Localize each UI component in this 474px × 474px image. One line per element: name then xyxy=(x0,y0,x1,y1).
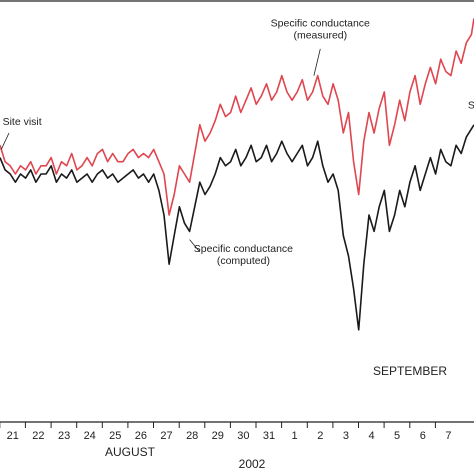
series-layer xyxy=(0,18,474,331)
annotation-text: Specific conductance xyxy=(271,17,370,29)
x-group-label-august: AUGUST xyxy=(105,445,156,459)
x-tick-label: 26 xyxy=(135,430,147,442)
x-tick-label: 24 xyxy=(84,430,96,442)
x-tick-label: 2 xyxy=(317,430,323,442)
computed-leader xyxy=(189,239,201,253)
x-tick-label: 5 xyxy=(394,430,400,442)
x-tick-label: 28 xyxy=(186,430,198,442)
x-axis xyxy=(0,0,474,423)
x-tick-label: 23 xyxy=(58,430,70,442)
annotation-text: S xyxy=(468,99,474,111)
x-axis-label-year: 2002 xyxy=(239,457,266,471)
x-group-label-september: SEPTEMBER xyxy=(373,364,447,378)
x-tick-label: 1 xyxy=(292,430,298,442)
x-tick-label: 31 xyxy=(263,430,275,442)
x-tick-label: 27 xyxy=(160,430,172,442)
x-tick-label: 25 xyxy=(109,430,121,442)
annotation-text: (computed) xyxy=(217,255,270,267)
x-tick-label: 22 xyxy=(32,430,44,442)
annotation-text: Specific conductance xyxy=(194,243,293,255)
series-line-computed xyxy=(0,124,474,331)
measured-leader xyxy=(313,48,321,76)
x-tick-label: 4 xyxy=(368,430,374,442)
x-tick-label: 7 xyxy=(445,430,451,442)
series-line-measured xyxy=(0,18,474,216)
x-tick-label: 3 xyxy=(343,430,349,442)
x-tick-labels: 21 22 23 24 25 26 27 28 29 30 31 1 2 3 4 5 6 7 xyxy=(0,422,451,442)
annotation-text: Site visit xyxy=(3,116,42,128)
annotation-text: (measured) xyxy=(293,29,347,41)
x-tick-label: 30 xyxy=(237,430,249,442)
x-tick-label: 29 xyxy=(212,430,224,442)
x-tick-label: 21 xyxy=(7,430,19,442)
site-visit-leader xyxy=(0,132,10,150)
x-tick-label: 6 xyxy=(420,430,426,442)
